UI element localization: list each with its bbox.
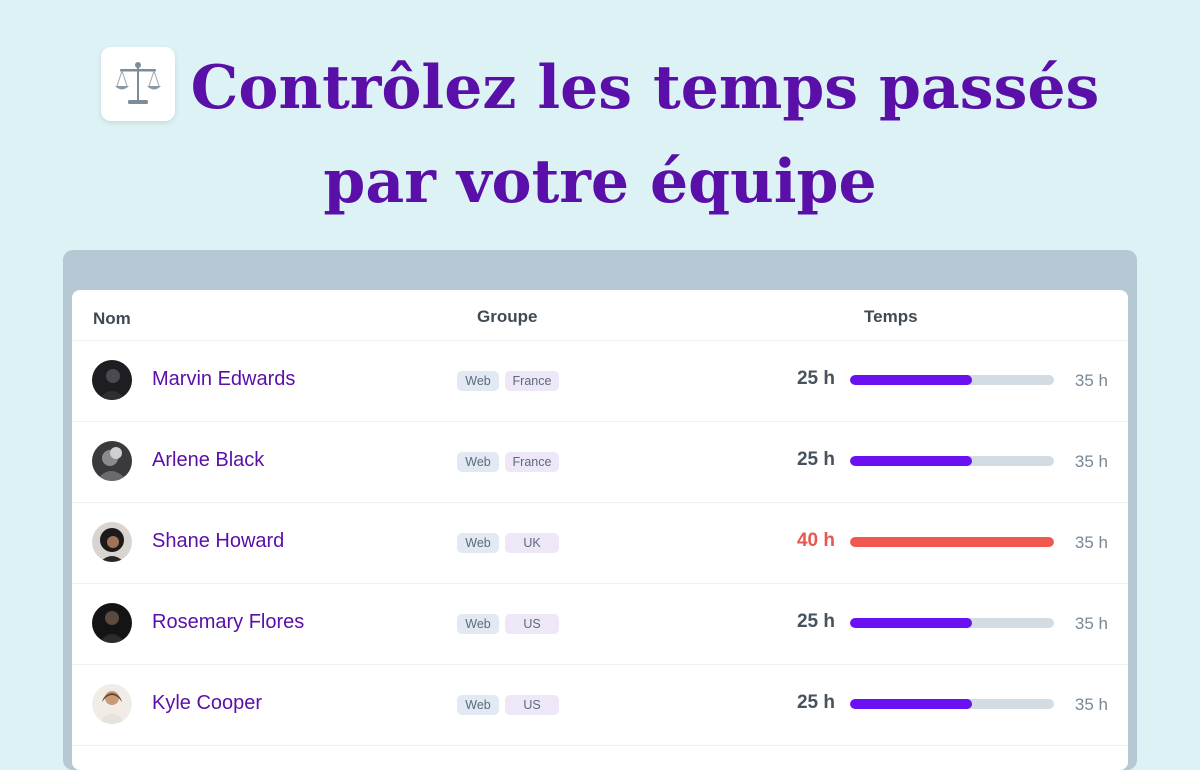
group-tag: Web [457, 371, 499, 391]
region-tag: UK [505, 533, 559, 553]
group-tag: Web [457, 533, 499, 553]
target-hours: 35 h [1074, 614, 1108, 633]
member-name[interactable]: Arlene Black [152, 449, 265, 471]
progress-bar [850, 699, 1054, 709]
progress-fill [850, 456, 973, 466]
progress-fill [850, 699, 973, 709]
region-tag: US [505, 695, 559, 715]
member-name[interactable]: Marvin Edwards [152, 368, 296, 390]
hours-spent: 25 h [796, 449, 835, 470]
table-row[interactable]: Kyle Cooper Web US 25 h 35 h [72, 665, 1128, 746]
headline-line-1: Contrôlez les temps passés [190, 53, 1100, 123]
column-header-time: Temps [864, 307, 918, 326]
member-name[interactable]: Kyle Cooper [152, 692, 263, 714]
target-hours: 35 h [1074, 452, 1108, 471]
member-name[interactable]: Rosemary Flores [152, 611, 305, 633]
table-row[interactable]: Marvin Edwards Web France 25 h 35 h [72, 341, 1128, 422]
progress-fill [850, 537, 1054, 547]
column-header-group: Groupe [477, 307, 538, 326]
hours-spent: 40 h [796, 530, 835, 551]
time-table: Nom Groupe Temps Marvin Edwards Web Fran… [72, 290, 1128, 770]
group-tag: Web [457, 695, 499, 715]
hours-spent: 25 h [796, 368, 835, 389]
avatar [92, 684, 132, 724]
table-header: Nom Groupe Temps [72, 290, 1128, 341]
avatar [92, 522, 132, 562]
target-hours: 35 h [1074, 371, 1108, 390]
hours-spent: 25 h [796, 611, 835, 632]
hero-section: Contrôlez les temps passés par votre équ… [0, 0, 1200, 240]
region-tag: France [505, 452, 559, 472]
column-header-name: Nom [93, 309, 131, 328]
progress-bar [850, 456, 1054, 466]
table-row[interactable]: Shane Howard Web UK 40 h 35 h [72, 503, 1128, 584]
region-tag: US [505, 614, 559, 634]
headline-line-2: par votre équipe [323, 147, 877, 217]
progress-bar [850, 618, 1054, 628]
avatar [92, 603, 132, 643]
target-hours: 35 h [1074, 695, 1108, 714]
progress-bar [850, 537, 1054, 547]
target-hours: 35 h [1074, 533, 1108, 552]
balance-scale-icon [101, 47, 175, 121]
region-tag: France [505, 371, 559, 391]
progress-bar [850, 375, 1054, 385]
table-row[interactable]: Rosemary Flores Web US 25 h 35 h [72, 584, 1128, 665]
progress-fill [850, 618, 973, 628]
avatar [92, 360, 132, 400]
avatar [92, 441, 132, 481]
group-tag: Web [457, 614, 499, 634]
progress-fill [850, 375, 973, 385]
member-name[interactable]: Shane Howard [152, 530, 285, 552]
hours-spent: 25 h [796, 692, 835, 713]
table-row[interactable]: Arlene Black Web France 25 h 35 h [72, 422, 1128, 503]
group-tag: Web [457, 452, 499, 472]
